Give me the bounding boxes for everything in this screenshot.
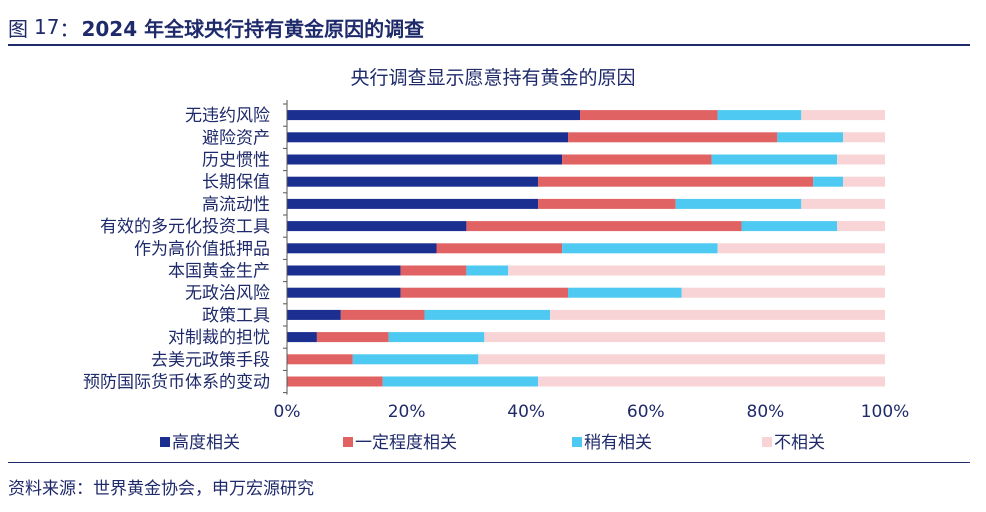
bar-segment-3-row-10 bbox=[424, 309, 551, 320]
bar-segment-3-row-4 bbox=[813, 176, 844, 187]
category-label: 有效的多元化投资工具 bbox=[100, 217, 270, 237]
bar-segment-4-row-12 bbox=[478, 354, 885, 365]
legend-swatch-3 bbox=[572, 437, 582, 447]
bar-segment-2-row-4 bbox=[538, 176, 814, 187]
bar-segment-2-row-8 bbox=[400, 265, 467, 276]
bar-segment-1-row-9 bbox=[287, 287, 401, 298]
legend-swatch-4 bbox=[762, 437, 772, 447]
chart-title: 央行调查显示愿意持有黄金的原因 bbox=[350, 67, 635, 89]
stacked-bar-chart: 央行调查显示愿意持有黄金的原因无违约风险避险资产历史惯性长期保值高流动性有效的多… bbox=[83, 67, 910, 453]
legend-swatch-1 bbox=[160, 437, 170, 447]
bar-segment-4-row-7 bbox=[717, 243, 885, 254]
bar-segment-3-row-13 bbox=[382, 376, 539, 387]
bar-segment-1-row-4 bbox=[287, 176, 539, 187]
category-label: 对制裁的担忧 bbox=[168, 328, 270, 348]
bar-segment-1-row-8 bbox=[287, 265, 401, 276]
bar-segment-4-row-1 bbox=[801, 110, 885, 121]
figure-label: 图 bbox=[8, 16, 28, 41]
source-note: 资料来源： 世界黄金协会，申万宏源研究 bbox=[8, 474, 314, 499]
bar-segment-3-row-8 bbox=[466, 265, 509, 276]
bar-segment-4-row-3 bbox=[837, 154, 885, 165]
bar-segment-2-row-9 bbox=[400, 287, 569, 298]
bar-segment-1-row-3 bbox=[287, 154, 563, 165]
category-label: 政策工具 bbox=[202, 306, 270, 326]
bar-segment-3-row-5 bbox=[675, 198, 802, 209]
legend-label: 高度相关 bbox=[172, 433, 240, 453]
category-label: 无政治风险 bbox=[185, 284, 270, 304]
bar-segment-1-row-1 bbox=[287, 110, 581, 121]
source-text: 世界黄金协会，申万宏源研究 bbox=[93, 479, 314, 499]
bar-segment-1-row-6 bbox=[287, 221, 467, 232]
figure-number: 17 bbox=[34, 15, 60, 39]
category-label: 无违约风险 bbox=[185, 106, 270, 126]
bar-segment-4-row-9 bbox=[681, 287, 885, 298]
figure-title: 2024 年全球央行持有黄金原因的调查 bbox=[81, 16, 425, 41]
legend-label: 稍有相关 bbox=[584, 433, 652, 453]
x-tick-label: 40% bbox=[507, 402, 545, 422]
bar-segment-2-row-5 bbox=[538, 198, 676, 209]
bar-segment-4-row-5 bbox=[801, 198, 885, 209]
category-label: 避险资产 bbox=[202, 128, 270, 148]
bar-segment-4-row-4 bbox=[843, 176, 885, 187]
source-label: 资料来源： bbox=[8, 479, 93, 499]
bar-segment-2-row-13 bbox=[287, 376, 383, 387]
bar-segment-3-row-9 bbox=[568, 287, 682, 298]
bar-segment-2-row-7 bbox=[436, 243, 563, 254]
bar-segment-2-row-6 bbox=[466, 221, 742, 232]
category-label: 历史惯性 bbox=[202, 151, 270, 171]
chart-container: 央行调查显示愿意持有黄金的原因无违约风险 避险资产历史惯性 长期保值 高流动性 有效的多… bbox=[0, 52, 986, 460]
bar-segment-2-row-11 bbox=[316, 332, 389, 343]
bar-segment-1-row-5 bbox=[287, 198, 539, 209]
bar-segment-2-row-2 bbox=[568, 132, 778, 143]
bar-segment-2-row-12 bbox=[287, 354, 353, 365]
bar-segment-1-row-7 bbox=[287, 243, 437, 254]
bar-segment-3-row-11 bbox=[388, 332, 485, 343]
legend-label: 一定程度相关 bbox=[355, 433, 457, 453]
bar-segment-3-row-7 bbox=[562, 243, 718, 254]
category-label: 作为高价值抵押品 bbox=[134, 239, 270, 259]
x-tick-label: 20% bbox=[388, 402, 426, 422]
bar-segment-4-row-11 bbox=[484, 332, 885, 343]
header-rule bbox=[8, 44, 970, 46]
x-tick-label: 0% bbox=[274, 402, 301, 422]
bar-segment-2-row-3 bbox=[562, 154, 712, 165]
bar-segment-4-row-8 bbox=[508, 265, 885, 276]
legend-label: 不相关 bbox=[774, 433, 825, 453]
legend-swatch-2 bbox=[343, 437, 353, 447]
bar-segment-4-row-6 bbox=[837, 221, 885, 232]
figure-separator: ： bbox=[59, 16, 80, 41]
bar-segment-4-row-2 bbox=[843, 132, 885, 143]
bar-segment-1-row-11 bbox=[287, 332, 317, 343]
bar-segment-4-row-10 bbox=[550, 309, 885, 320]
bar-segment-2-row-10 bbox=[340, 309, 425, 320]
bar-segment-3-row-6 bbox=[741, 221, 838, 232]
bar-segment-3-row-12 bbox=[352, 354, 479, 365]
bar-segment-1-row-2 bbox=[287, 132, 569, 143]
bar-segment-3-row-1 bbox=[717, 110, 802, 121]
figure-header: 图 17 ： 2024 年全球央行持有黄金原因的调查 bbox=[8, 12, 970, 42]
category-label: 去美元政策手段 bbox=[151, 350, 270, 370]
bar-segment-2-row-1 bbox=[580, 110, 718, 121]
x-tick-label: 80% bbox=[747, 402, 785, 422]
category-label: 长期保值 bbox=[202, 173, 270, 193]
bar-segment-3-row-2 bbox=[777, 132, 844, 143]
category-label: 本国黄金生产 bbox=[168, 262, 270, 282]
x-tick-label: 60% bbox=[627, 402, 665, 422]
category-label: 高流动性 bbox=[202, 195, 270, 215]
category-label: 预防国际货币体系的变动 bbox=[83, 373, 270, 393]
bar-segment-1-row-10 bbox=[287, 309, 341, 320]
x-tick-label: 100% bbox=[861, 402, 910, 422]
footer-rule bbox=[8, 462, 970, 463]
bar-segment-3-row-3 bbox=[711, 154, 838, 165]
bar-segment-4-row-13 bbox=[538, 376, 885, 387]
